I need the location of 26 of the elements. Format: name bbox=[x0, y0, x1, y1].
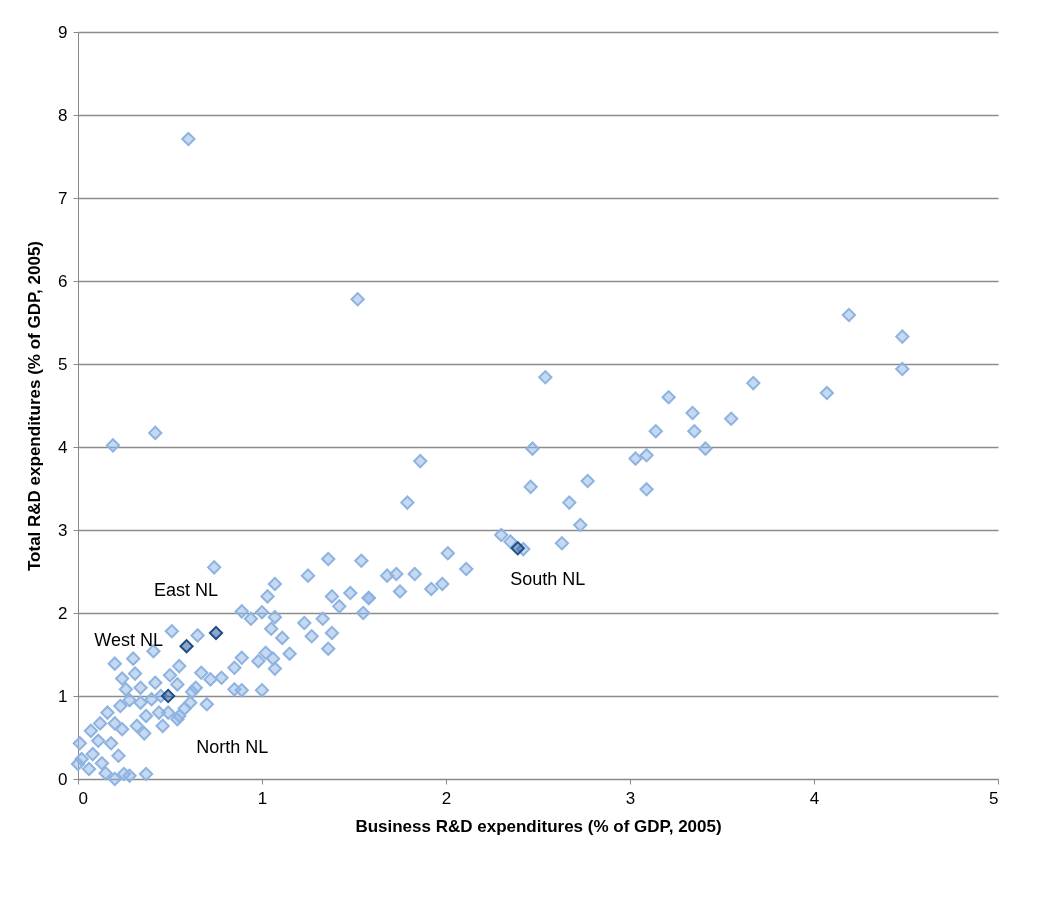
y-tick-label: 3 bbox=[58, 520, 68, 540]
y-tick-label: 9 bbox=[58, 22, 68, 42]
x-tick-label: 1 bbox=[257, 788, 268, 808]
y-tick-label: 4 bbox=[58, 437, 68, 457]
y-axis-title: Total R&D expenditures (% of GDP, 2005) bbox=[25, 241, 45, 571]
point bbox=[208, 625, 224, 641]
x-tick-label: 5 bbox=[989, 788, 999, 808]
x-tick-label: 3 bbox=[625, 788, 636, 808]
point bbox=[510, 541, 525, 556]
x-tick-label: 2 bbox=[441, 788, 452, 808]
y-tick-label: 5 bbox=[58, 354, 68, 374]
annotation: South NL bbox=[510, 569, 586, 590]
x-tick-label: 4 bbox=[809, 788, 820, 808]
annotation: West NL bbox=[94, 630, 163, 651]
y-tick-label: 6 bbox=[58, 271, 68, 291]
x-axis-title: Business R&D expenditures (% of GDP, 2005) bbox=[355, 816, 722, 836]
y-tick-label: 7 bbox=[58, 188, 68, 208]
point bbox=[161, 688, 176, 704]
annotation: East NL bbox=[153, 579, 219, 600]
point bbox=[179, 639, 194, 654]
y-tick-label: 8 bbox=[58, 105, 68, 125]
y-tick-label: 2 bbox=[58, 603, 68, 623]
y-tick-label: 1 bbox=[58, 686, 68, 706]
y-tick-label: 0 bbox=[58, 769, 68, 789]
x-tick-label: 0 bbox=[78, 788, 88, 808]
annotation: North NL bbox=[196, 737, 269, 757]
